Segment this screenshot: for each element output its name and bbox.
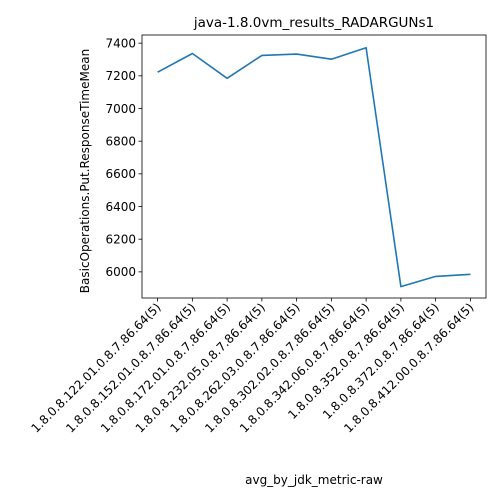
plot-area: 600062006400660068007000720074001.8.0.8.… bbox=[28, 34, 487, 436]
y-tick-label: 6400 bbox=[105, 200, 136, 214]
series-line bbox=[157, 46, 471, 288]
y-tick-label: 7200 bbox=[105, 69, 136, 83]
chart-title: java-1.8.0vm_results_RADARGUNs1 bbox=[193, 15, 434, 31]
y-tick-label: 7000 bbox=[105, 102, 136, 116]
y-axis-label: BasicOperations.Put.ResponseTimeMean bbox=[78, 49, 92, 293]
y-tick-label: 6600 bbox=[105, 167, 136, 181]
y-tick-label: 7400 bbox=[105, 36, 136, 50]
plot-frame bbox=[141, 34, 487, 299]
x-axis-label: avg_by_jdk_metric-raw bbox=[245, 473, 383, 487]
y-tick-label: 6200 bbox=[105, 232, 136, 246]
y-tick-label: 6800 bbox=[105, 134, 136, 148]
y-tick-label: 6000 bbox=[105, 265, 136, 279]
